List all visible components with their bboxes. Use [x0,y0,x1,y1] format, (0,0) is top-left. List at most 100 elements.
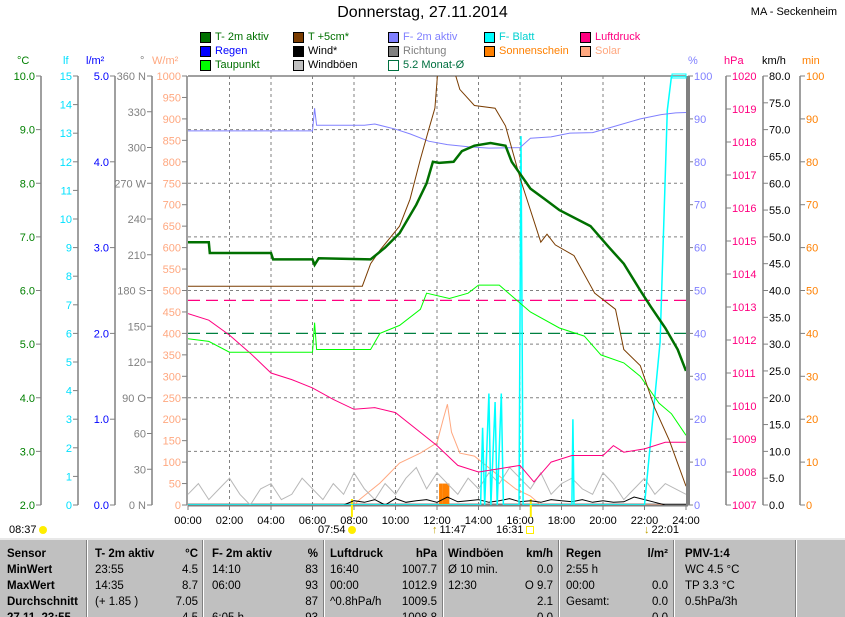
series-f-2m-aktiv [188,108,686,149]
table-header-cell: Luftdruck [330,548,384,560]
dir-tick-label: 180 S [117,286,146,298]
hum-tick-label: 40 [694,328,706,340]
legend-swatch-icon [484,45,495,57]
table-cell: 16:40 [330,564,359,576]
solar-tick-label: 400 [163,328,181,340]
legend-label: Windböen [308,59,358,71]
chart-title: Donnerstag, 27.11.2014 [337,4,508,21]
lf-tick-label: 13 [60,128,72,140]
table-cell: 06:00 [212,580,241,592]
sunshine-bar [439,483,443,505]
temp-tick-label: 2.0 [20,500,35,512]
lf-tick-label: 0 [66,500,72,512]
table-cell: 8.7 [182,580,198,592]
hum-tick-label: 50 [694,286,706,298]
table-header-cell: Sensor [7,548,46,560]
x-tick-label: 10:00 [382,515,410,527]
x-tick-label: 04:00 [257,515,285,527]
table-cell: 93 [305,580,318,592]
legend-swatch-icon [388,59,399,71]
temp-tick-label: 6.0 [20,286,35,298]
dir-unit-label: ° [140,55,145,67]
legend-item: 5.2 Monat-Ø [388,59,464,71]
temp-tick-label: 4.0 [20,393,35,405]
legend-swatch-icon [200,59,211,71]
dir-tick-label: 60 [134,429,146,441]
wind-tick-label: 25.0 [769,366,790,378]
dir-tick-label: 0 N [129,500,146,512]
table-row: MinWert 23:55 4.5 14:10 83 16:40 1007.7 Ø 10 mi… [0,562,845,578]
series-luftdruck [188,313,686,483]
table-cell: 23:55 [95,564,124,576]
legend-item: F- 2m aktiv [388,31,457,43]
legend-item: Luftdruck [580,31,640,43]
sunrise-time: 07:54 [318,524,346,536]
table-cell: 2:55 h [566,564,598,576]
legend-item: Taupunkt [200,59,260,71]
hum-tick-label: 70 [694,200,706,212]
lf-tick-label: 4 [66,386,72,398]
x-tick-label: 20:00 [589,515,617,527]
hum-tick-label: 60 [694,243,706,255]
solar-tick-label: 300 [163,371,181,383]
legend-label: Regen [215,45,248,57]
wind-tick-label: 0.0 [769,500,784,512]
legend-label: Wind* [308,45,338,57]
table-header-cell: T- 2m aktiv [95,548,155,560]
table-cell: 0.0 [652,580,668,592]
table-cell: 14:10 [212,564,241,576]
table-cell: 2.1 [537,596,553,608]
x-tick-label: 24:00 [672,515,700,527]
solar-tick-label: 700 [163,200,181,212]
min-tick-label: 60 [806,243,818,255]
press-tick-label: 1018 [732,137,756,149]
table-cell: MaxWert [7,580,55,592]
solar-tick-label: 900 [163,114,181,126]
sunset-icon [525,526,534,534]
table-cell: 00:00 [330,580,359,592]
min-tick-label: 80 [806,157,818,169]
temp-tick-label: 8.0 [20,178,35,190]
table-cell: 1008.8 [402,610,437,617]
sunrise-left-time: 08:37 [9,524,37,536]
lf-tick-label: 2 [66,443,72,455]
table-cell: 14:35 [95,580,124,592]
legend-item: T- 2m aktiv [200,31,269,43]
table-header-cell: l/m² [647,548,668,560]
press-tick-label: 1017 [732,170,756,182]
series-t-2m-aktiv [188,141,686,372]
dir-tick-label: 330 [128,107,146,119]
solar-tick-label: 350 [163,350,181,362]
legend-swatch-icon [293,59,304,71]
table-cell: 93 [305,610,318,617]
press-tick-label: 1019 [732,104,756,116]
table-header-cell: Windböen [448,548,504,560]
hum-tick-label: 90 [694,114,706,126]
wind-tick-label: 5.0 [769,473,784,485]
legend-item: T +5cm* [293,31,349,43]
arrow-down-icon: ↓ [644,524,650,536]
legend-swatch-icon [293,45,304,57]
series-f-blatt [188,76,686,505]
table-column-separator [558,540,560,617]
hum-tick-label: 10 [694,457,706,469]
temp-unit-label: °C [17,55,30,67]
temp-tick-label: 7.0 [20,232,35,244]
x-tick-label: 22:00 [631,515,659,527]
hum-tick-label: 30 [694,371,706,383]
sunset-time: 16:31 [496,524,524,536]
lf-tick-label: 10 [60,214,72,226]
sunset-event: 16:31 [496,524,534,536]
x-tick-label: 00:00 [174,515,202,527]
lf-unit-label: lf [63,55,69,67]
lf-tick-label: 15 [60,71,72,83]
x-tick-label: 02:00 [216,515,244,527]
temp-tick-label: 5.0 [20,339,35,351]
table-row: 27.11. 23:55 4.5 6:05 h 93 1008.8 0.0 0.0 [0,610,845,617]
rain-tick-label: 5.0 [94,71,109,83]
lf-tick-label: 14 [60,100,72,112]
min-tick-label: 0 [806,500,812,512]
hum-tick-label: 100 [694,71,712,83]
series-windb-en [188,466,686,505]
weather-chart: 10.09.08.07.06.05.04.03.02.0151413121110… [14,71,825,527]
